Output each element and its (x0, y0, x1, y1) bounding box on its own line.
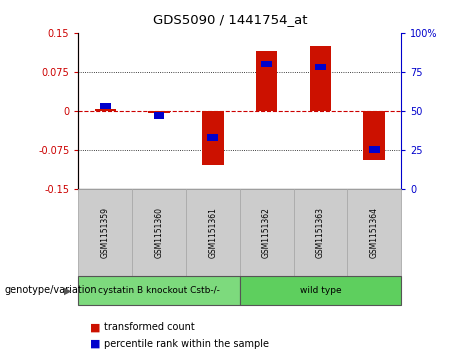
Bar (261, 61, 272, 67)
Bar (363, 111, 385, 160)
Text: transformed count: transformed count (104, 322, 195, 333)
Bar (207, 134, 218, 140)
Text: GSM1151364: GSM1151364 (370, 207, 378, 258)
Text: GDS5090 / 1441754_at: GDS5090 / 1441754_at (153, 13, 308, 26)
Text: percentile rank within the sample: percentile rank within the sample (104, 339, 269, 349)
Text: genotype/variation: genotype/variation (5, 285, 97, 295)
Bar (100, 103, 111, 109)
Bar (369, 146, 379, 153)
Text: GSM1151361: GSM1151361 (208, 207, 217, 258)
Bar (315, 64, 326, 70)
Bar (202, 111, 224, 166)
Bar (148, 111, 170, 113)
Bar (310, 46, 331, 111)
Bar (256, 51, 278, 111)
Text: GSM1151360: GSM1151360 (154, 207, 164, 258)
Bar (154, 112, 165, 119)
Text: GSM1151362: GSM1151362 (262, 207, 271, 258)
Text: wild type: wild type (300, 286, 341, 295)
Text: GSM1151363: GSM1151363 (316, 207, 325, 258)
Text: ▶: ▶ (64, 285, 71, 295)
Text: ■: ■ (90, 339, 100, 349)
Text: ■: ■ (90, 322, 100, 333)
Text: cystatin B knockout Cstb-/-: cystatin B knockout Cstb-/- (98, 286, 220, 295)
Text: GSM1151359: GSM1151359 (101, 207, 110, 258)
Bar (95, 109, 116, 111)
